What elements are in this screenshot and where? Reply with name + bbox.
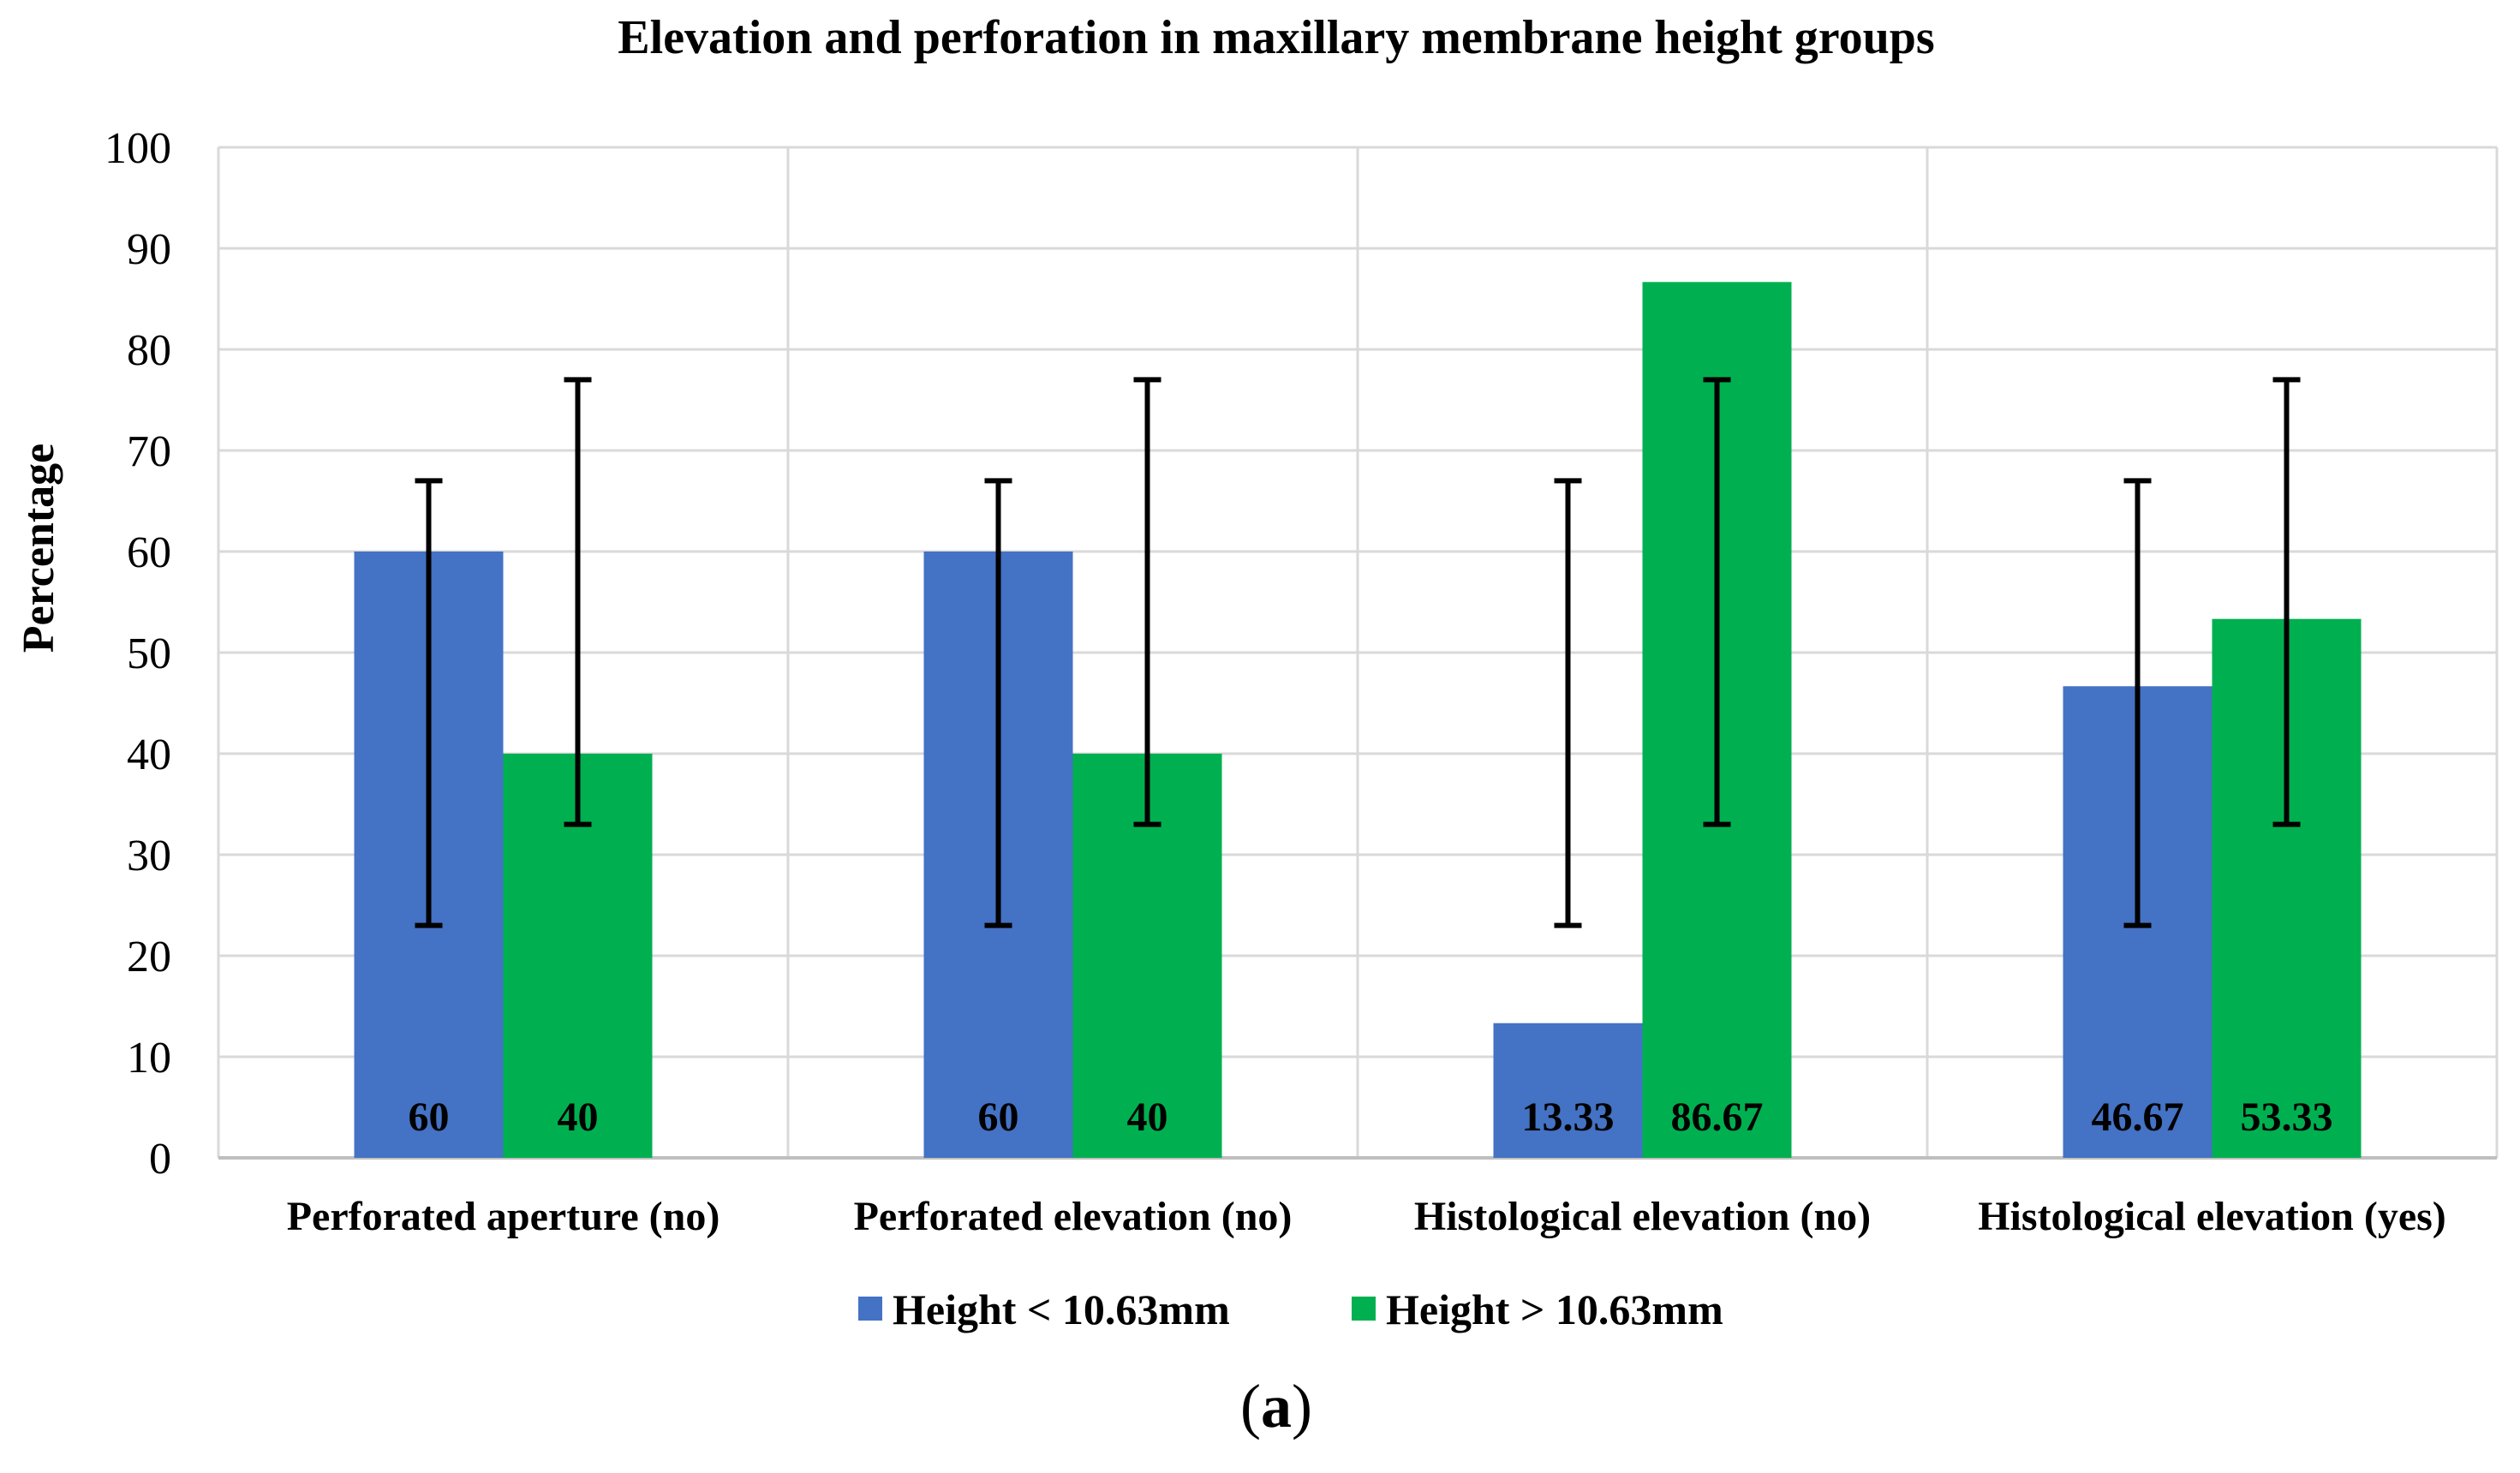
data-label: 40	[558, 1094, 599, 1140]
legend-swatch-0	[858, 1297, 882, 1321]
y-tick-label: 30	[127, 832, 171, 880]
caption-open: (	[1240, 1372, 1261, 1440]
data-label: 40	[1127, 1094, 1168, 1140]
data-label: 46.67	[2092, 1094, 2184, 1140]
legend: Height < 10.63mm Height > 10.63mm	[858, 1285, 1723, 1333]
y-tick-label: 20	[127, 933, 171, 981]
caption-close: )	[1292, 1372, 1312, 1440]
data-label: 13.33	[1522, 1094, 1615, 1140]
bars	[354, 282, 2362, 1158]
x-category-label: Histological elevation (no)	[1414, 1194, 1871, 1239]
chart-title: Elevation and perforation in maxillary m…	[618, 11, 1934, 64]
data-labels: 60 60 13.33 46.67 40 40 86.67 53.33	[409, 1094, 2333, 1140]
x-category-label: Perforated aperture (no)	[287, 1194, 720, 1239]
data-label: 53.33	[2241, 1094, 2333, 1140]
x-category-label: Histological elevation (yes)	[1978, 1194, 2446, 1239]
error-bars	[415, 377, 2301, 928]
y-tick-label: 80	[127, 326, 171, 375]
y-tick-label: 70	[127, 427, 171, 476]
gridlines	[217, 146, 2499, 1160]
data-label: 60	[978, 1094, 1019, 1140]
bar-s0-c2	[1493, 1023, 1643, 1158]
y-tick-label: 0	[149, 1135, 171, 1184]
legend-label-0: Height < 10.63mm	[893, 1285, 1230, 1333]
y-axis-label: Percentage	[15, 444, 63, 653]
y-tick-label: 40	[127, 731, 171, 779]
data-label: 60	[409, 1094, 450, 1140]
x-axis-categories: Perforated aperture (no) Perforated eleva…	[287, 1194, 2446, 1239]
y-axis-ticks: 0 10 20 30 40 50 60 70 80 90 100	[105, 124, 171, 1184]
y-tick-label: 100	[105, 124, 171, 173]
caption-letter: a	[1261, 1372, 1292, 1440]
x-category-label: Perforated elevation (no)	[854, 1194, 1293, 1239]
y-tick-label: 10	[127, 1034, 171, 1082]
y-tick-label: 50	[127, 629, 171, 678]
y-tick-label: 90	[127, 225, 171, 274]
y-tick-label: 60	[127, 528, 171, 577]
data-label: 86.67	[1671, 1094, 1764, 1140]
legend-label-1: Height > 10.63mm	[1386, 1285, 1723, 1333]
figure-caption: (a)	[1240, 1372, 1312, 1440]
legend-swatch-1	[1352, 1297, 1376, 1321]
